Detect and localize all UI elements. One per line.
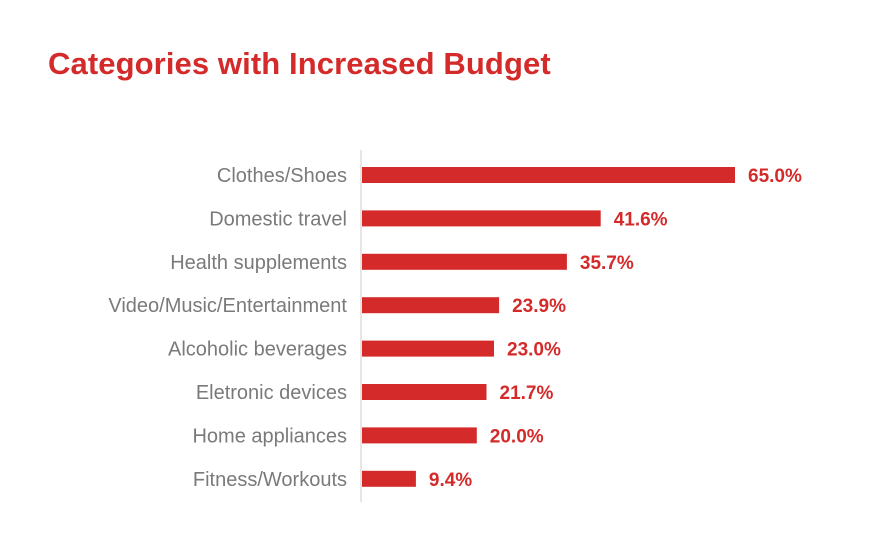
category-label: Video/Music/Entertainment [108, 295, 347, 317]
value-label: 23.0% [507, 340, 561, 361]
category-label: Health supplements [170, 252, 347, 274]
category-label: Alcoholic beverages [168, 339, 347, 361]
bars [362, 167, 735, 487]
value-label: 65.0% [748, 166, 802, 187]
bar [362, 297, 500, 314]
value-label: 20.0% [490, 426, 544, 447]
value-label: 9.4% [429, 470, 472, 491]
category-labels: Clothes/Shoes Domestic travel Health suppl… [108, 165, 347, 491]
value-label: 21.7% [500, 383, 554, 404]
bar [362, 384, 487, 400]
category-label: Eletronic devices [196, 382, 347, 404]
bar [362, 470, 416, 487]
value-label: 35.7% [580, 253, 634, 274]
value-labels: 65.0% 41.6% 35.7% 23.9% 23.0% 21.7% 20.0% 9.4% [429, 166, 802, 491]
category-label: Clothes/Shoes [217, 165, 347, 187]
chart-title: Categories with Increased Budget [48, 46, 551, 81]
bar [362, 340, 494, 357]
bar [362, 253, 567, 270]
category-label: Fitness/Workouts [193, 469, 347, 491]
bar [362, 210, 601, 227]
category-label: Home appliances [192, 425, 347, 447]
bar [362, 167, 735, 183]
value-label: 41.6% [614, 209, 668, 230]
bar [362, 427, 477, 444]
value-label: 23.9% [512, 296, 566, 317]
category-label: Domestic travel [209, 208, 347, 230]
